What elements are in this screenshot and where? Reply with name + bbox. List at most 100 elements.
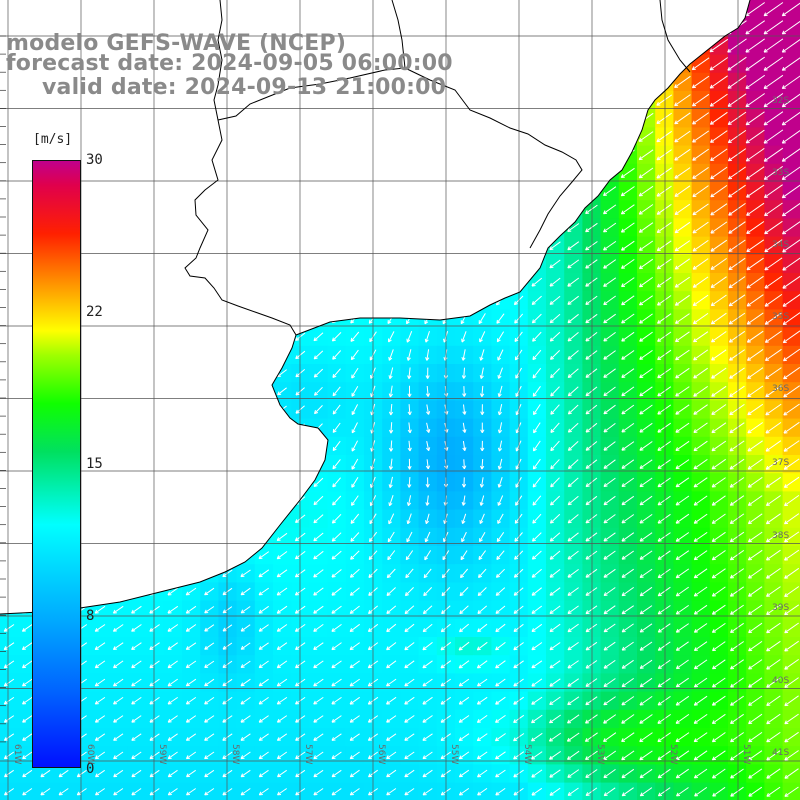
wind-arrow bbox=[240, 514, 251, 523]
wind-speed-cell bbox=[382, 236, 401, 256]
wind-speed-cell bbox=[527, 72, 547, 92]
wind-arrow bbox=[276, 278, 288, 287]
wind-arrow bbox=[221, 259, 233, 268]
wind-arrow bbox=[258, 132, 270, 141]
wind-arrow bbox=[331, 223, 342, 232]
wind-speed-cell bbox=[364, 18, 383, 37]
wind-arrow bbox=[531, 114, 543, 123]
wind-speed-cell bbox=[36, 0, 56, 19]
wind-speed-cell bbox=[564, 127, 583, 147]
wind-arrow bbox=[130, 460, 142, 469]
wind-speed-cell bbox=[345, 18, 365, 37]
wind-arrow bbox=[222, 532, 233, 541]
wind-speed-cell bbox=[291, 236, 310, 256]
wind-arrow bbox=[58, 114, 70, 123]
wind-arrow bbox=[21, 278, 33, 287]
wind-arrow bbox=[240, 132, 252, 141]
wind-speed-cell bbox=[109, 109, 128, 128]
wind-arrow bbox=[112, 114, 124, 123]
wind-arrow bbox=[221, 23, 233, 32]
wind-speed-cell bbox=[0, 436, 19, 456]
wind-arrow bbox=[39, 5, 51, 14]
lon-label: 61W bbox=[12, 744, 22, 765]
wind-arrow bbox=[459, 259, 469, 269]
wind-arrow bbox=[458, 186, 470, 196]
wind-arrow bbox=[94, 551, 106, 560]
wind-speed-cell bbox=[145, 273, 165, 292]
wind-arrow bbox=[494, 5, 506, 14]
wind-arrow bbox=[458, 41, 470, 50]
wind-arrow bbox=[385, 187, 397, 196]
wind-speed-cell bbox=[218, 345, 238, 365]
wind-arrow bbox=[221, 132, 233, 141]
wind-arrow bbox=[112, 314, 124, 323]
lon-label: 54W bbox=[522, 744, 532, 765]
wind-speed-cell bbox=[91, 364, 110, 383]
wind-speed-cell bbox=[273, 218, 292, 238]
wind-speed-cell bbox=[236, 163, 256, 183]
wind-arrow bbox=[3, 187, 15, 196]
wind-arrow bbox=[258, 278, 270, 287]
wind-arrow bbox=[21, 314, 33, 323]
wind-arrow bbox=[203, 460, 215, 469]
wind-speed-cell bbox=[618, 0, 638, 19]
wind-arrow bbox=[203, 241, 215, 250]
wind-speed-cell bbox=[163, 546, 183, 565]
wind-arrow bbox=[167, 332, 179, 341]
wind-speed-cell bbox=[473, 36, 492, 56]
wind-arrow bbox=[76, 132, 88, 141]
wind-speed-cell bbox=[473, 127, 492, 147]
wind-arrow bbox=[203, 187, 215, 196]
wind-speed-cell bbox=[200, 473, 219, 492]
wind-speed-cell bbox=[564, 0, 583, 19]
wind-speed-cell bbox=[200, 400, 219, 420]
wind-speed-cell bbox=[127, 327, 147, 347]
wind-arrow bbox=[349, 41, 361, 50]
wind-speed-cell bbox=[163, 291, 183, 310]
wind-speed-cell bbox=[0, 109, 19, 128]
wind-arrow bbox=[112, 569, 124, 578]
wind-arrow bbox=[149, 314, 161, 323]
wind-arrow bbox=[112, 332, 124, 341]
wind-arrow bbox=[312, 132, 324, 141]
wind-speed-cell bbox=[364, 163, 383, 183]
wind-arrow bbox=[149, 187, 161, 196]
forecast-date: forecast date: 2024-09-05 06:00:00 bbox=[6, 51, 453, 76]
wind-speed-cell bbox=[327, 200, 347, 219]
wind-speed-cell bbox=[200, 436, 219, 456]
wind-speed-cell bbox=[618, 54, 638, 74]
wind-speed-cell bbox=[673, 0, 693, 19]
wind-speed-cell bbox=[600, 91, 620, 110]
wind-speed-cell bbox=[109, 236, 128, 256]
wind-speed-cell bbox=[491, 273, 511, 292]
wind-arrow bbox=[185, 496, 197, 505]
wind-speed-cell bbox=[0, 546, 19, 565]
wind-arrow bbox=[258, 423, 269, 432]
wind-arrow bbox=[221, 150, 233, 159]
wind-speed-cell bbox=[473, 200, 492, 219]
wind-arrow bbox=[39, 114, 51, 123]
wind-speed-cell bbox=[109, 564, 128, 583]
wind-arrow bbox=[585, 113, 598, 123]
wind-arrow bbox=[203, 551, 215, 559]
wind-speed-cell bbox=[127, 418, 147, 438]
wind-arrow bbox=[149, 168, 161, 177]
wind-arrow bbox=[130, 187, 142, 196]
wind-arrow bbox=[331, 150, 343, 159]
wind-arrow bbox=[203, 405, 215, 414]
wind-speed-cell bbox=[364, 145, 383, 165]
wind-speed-cell bbox=[145, 236, 165, 256]
wind-arrow bbox=[130, 496, 142, 505]
wind-arrow bbox=[602, 95, 617, 106]
wind-arrow bbox=[94, 205, 106, 214]
wind-speed-cell bbox=[0, 564, 19, 583]
wind-speed-cell bbox=[546, 109, 565, 128]
wind-arrow bbox=[422, 223, 433, 232]
wind-arrow bbox=[385, 114, 397, 123]
wind-arrow bbox=[349, 23, 361, 32]
wind-speed-cell bbox=[109, 364, 128, 383]
wind-arrow bbox=[459, 241, 470, 251]
wind-speed-cell bbox=[163, 418, 183, 438]
wind-speed-cell bbox=[145, 218, 165, 238]
wind-speed-cell bbox=[218, 200, 238, 219]
